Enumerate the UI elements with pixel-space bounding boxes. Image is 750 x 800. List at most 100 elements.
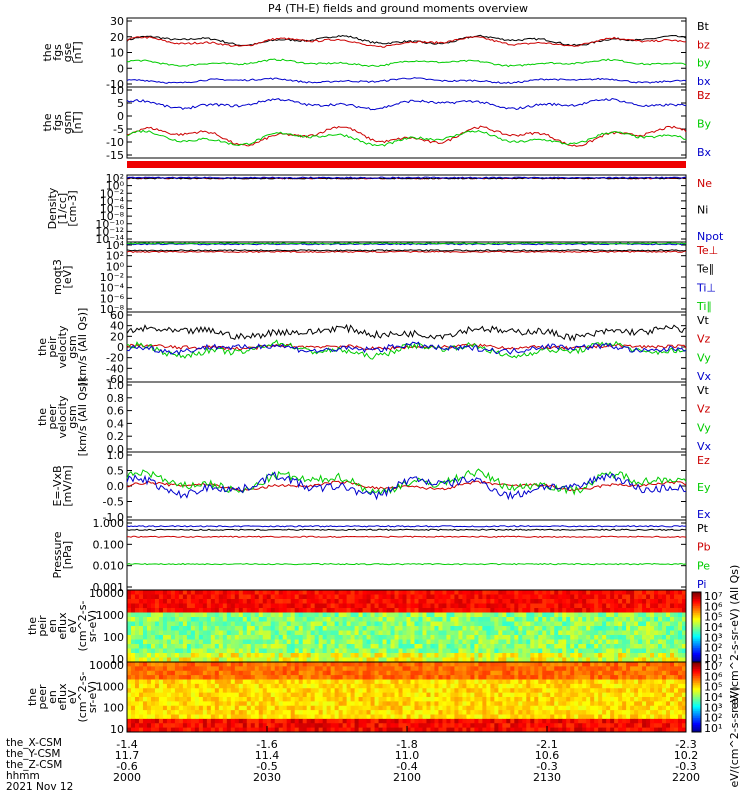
heatmap-cell — [586, 603, 591, 609]
heatmap-cell — [626, 683, 631, 689]
heatmap-cell — [354, 683, 360, 689]
heatmap-cell — [422, 683, 427, 689]
heatmap-cell — [366, 692, 372, 698]
heatmap-cell — [370, 612, 376, 618]
heatmap-cell — [498, 727, 503, 733]
heatmap-cell — [598, 666, 603, 672]
heatmap-cell — [302, 683, 308, 689]
heatmap-cell — [330, 710, 336, 715]
heatmap-cell — [482, 710, 487, 715]
heatmap-cell — [146, 639, 152, 645]
heatmap-cell — [310, 590, 316, 595]
heatmap-cell — [154, 635, 160, 640]
heatmap-cell — [178, 701, 184, 707]
heatmap-cell — [630, 697, 635, 702]
heatmap-cell — [214, 653, 220, 658]
heatmap-cell — [282, 718, 288, 724]
heatmap-cell — [282, 662, 288, 667]
heatmap-cell — [202, 670, 208, 676]
heatmap-cell — [306, 626, 312, 631]
heatmap-cell — [274, 657, 280, 663]
heatmap-cell — [406, 639, 411, 645]
heatmap-cell — [682, 683, 687, 689]
heatmap-cell — [454, 608, 459, 613]
heatmap-cell — [258, 670, 264, 676]
heatmap-cell — [430, 683, 435, 689]
heatmap-cell — [370, 617, 376, 622]
heatmap-cell — [254, 679, 260, 685]
heatmap-cell — [538, 626, 543, 631]
x-tick-hhmm: 2200 — [672, 771, 700, 784]
heatmap-cell — [234, 612, 240, 618]
heatmap-cell — [414, 608, 419, 613]
colorbar-cell — [692, 627, 701, 630]
heatmap-cell — [378, 626, 384, 631]
heatmap-cell — [610, 626, 615, 631]
heatmap-cell — [127, 718, 132, 724]
heatmap-cell — [498, 692, 503, 698]
heatmap-cell — [294, 701, 300, 707]
heatmap-cell — [498, 705, 503, 711]
heatmap-cell — [150, 705, 156, 711]
heatmap-cell — [302, 644, 308, 649]
heatmap-cell — [158, 705, 164, 711]
heatmap-cell — [438, 621, 443, 627]
heatmap-cell — [218, 670, 224, 676]
heatmap-cell — [474, 599, 479, 604]
heatmap-cell — [558, 657, 563, 663]
heatmap-cell — [466, 603, 471, 609]
heatmap-cell — [450, 626, 455, 631]
heatmap-cell — [402, 723, 407, 729]
heatmap-cell — [334, 608, 340, 613]
heatmap-cell — [386, 657, 392, 663]
heatmap-cell — [450, 714, 455, 720]
heatmap-cell — [670, 644, 675, 649]
heatmap-cell — [350, 626, 356, 631]
heatmap-cell — [222, 710, 228, 715]
heatmap-cell — [478, 590, 483, 595]
heatmap-cell — [150, 683, 156, 689]
heatmap-cell — [502, 653, 507, 658]
heatmap-cell — [202, 683, 208, 689]
heatmap-cell — [482, 630, 487, 636]
heatmap-cell — [222, 718, 228, 724]
heatmap-cell — [578, 718, 583, 724]
heatmap-cell — [278, 670, 284, 676]
heatmap-cell — [574, 718, 579, 724]
heatmap-cell — [550, 626, 555, 631]
y-tick-label: 30 — [110, 15, 124, 28]
heatmap-cell — [222, 644, 228, 649]
heatmap-cell — [626, 714, 631, 720]
y-tick-label: 100 — [103, 702, 124, 715]
heatmap-cell — [306, 697, 312, 702]
heatmap-cell — [442, 644, 447, 649]
heatmap-cell — [638, 617, 643, 622]
colorbar-label: eV/(cm^2-s-sr-eV) — [728, 686, 741, 787]
heatmap-cell — [654, 666, 659, 672]
x-tick-the_Y-CSM: 11.7 — [115, 749, 140, 762]
heatmap-cell — [330, 635, 336, 640]
heatmap-cell — [134, 670, 140, 676]
heatmap-cell — [246, 718, 252, 724]
heatmap-cell — [606, 608, 611, 613]
heatmap-cell — [150, 639, 156, 645]
heatmap-cell — [127, 657, 132, 663]
heatmap-cell — [150, 723, 156, 729]
heatmap-cell — [206, 679, 212, 685]
heatmap-cell — [130, 599, 136, 604]
heatmap-cell — [662, 635, 667, 640]
heatmap-cell — [650, 590, 655, 595]
heatmap-cell — [250, 639, 256, 645]
heatmap-cell — [530, 697, 535, 702]
heatmap-cell — [678, 662, 683, 667]
heatmap-cell — [502, 621, 507, 627]
heatmap-cell — [282, 679, 288, 685]
heatmap-cell — [526, 590, 531, 595]
heatmap-cell — [382, 626, 388, 631]
heatmap-cell — [354, 594, 360, 600]
heatmap-cell — [470, 670, 475, 676]
heatmap-cell — [446, 630, 451, 636]
heatmap-cell — [242, 612, 248, 618]
heatmap-cell — [526, 723, 531, 729]
